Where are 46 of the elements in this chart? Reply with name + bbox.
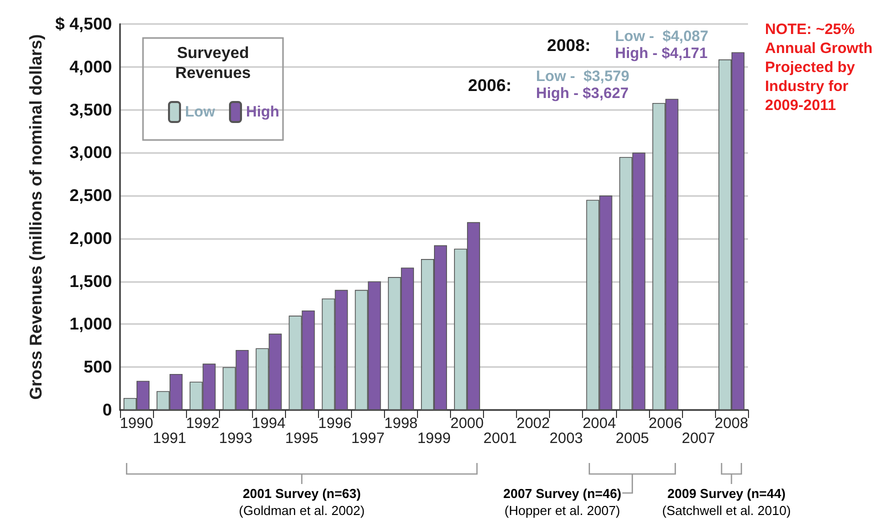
text: NOTE: ~25% Annual Growth Projected by Industry for 2009-2011 — [765, 20, 874, 115]
x-tick-label: 1990 — [120, 415, 154, 432]
legend-label: High — [246, 104, 280, 120]
annotation: Low - $4,087 — [615, 28, 708, 45]
x-tick-label: 1992 — [186, 415, 220, 432]
y-tick-label: $ 4,500 — [55, 14, 112, 34]
text: 2001 Survey (n=63) — [242, 485, 362, 502]
x-tick-label: 1996 — [318, 415, 352, 432]
y-tick-label: 0 — [102, 400, 112, 420]
x-tick-label: 2007 — [682, 430, 716, 447]
y-tick-label: 2,500 — [69, 186, 112, 206]
x-tick-label: 1994 — [252, 415, 286, 432]
y-tick-label: 3,000 — [69, 143, 112, 162]
y-tick-label: 1,500 — [69, 272, 112, 291]
x-tick-label: 1991 — [152, 430, 186, 447]
annotation: 2006: — [468, 76, 512, 96]
x-tick-label: 2000 — [450, 415, 484, 432]
x-tick-label: 2003 — [550, 430, 583, 447]
x-tick-label: 2006 — [648, 415, 682, 432]
y-tick-label: 1,000 — [69, 314, 112, 334]
annotation: 2008: — [547, 36, 590, 56]
x-tick-label: 1995 — [285, 430, 318, 447]
x-tick-label: 2008 — [714, 415, 748, 432]
text: (Hopper et al. 2007) — [504, 502, 622, 519]
x-tick-label: 1993 — [218, 430, 252, 447]
legend-label: Low — [185, 104, 216, 120]
annotation: Low - $3,579 — [536, 68, 630, 85]
y-tick-label: 500 — [84, 358, 112, 377]
text: 2007 Survey (n=46) — [503, 485, 622, 502]
y-axis-title: Gross Revenues (millions of nominal dollars) — [26, 34, 46, 400]
text: (Goldman et al. 2002) — [238, 502, 365, 519]
x-tick-label: 2005 — [616, 430, 650, 447]
x-tick-label: 2001 — [483, 430, 517, 447]
annotation: High - $3,627 — [536, 85, 629, 102]
text: 2009 Survey (n=44) — [666, 485, 787, 502]
x-tick-label: 2002 — [516, 415, 550, 432]
x-tick-label: 1998 — [384, 415, 418, 432]
x-tick-label: 1997 — [351, 430, 385, 447]
x-tick-label: 1999 — [417, 430, 451, 447]
y-tick-label: 4,000 — [69, 57, 112, 76]
text: (Satchwell et al. 2010) — [662, 502, 791, 519]
legend-title: Surveyed Revenues — [174, 44, 252, 84]
x-tick-label: 2004 — [582, 415, 616, 432]
y-tick-label: 2,000 — [69, 228, 112, 248]
annotation: High - $4,171 — [615, 45, 708, 62]
y-tick-label: 3,500 — [69, 100, 112, 120]
